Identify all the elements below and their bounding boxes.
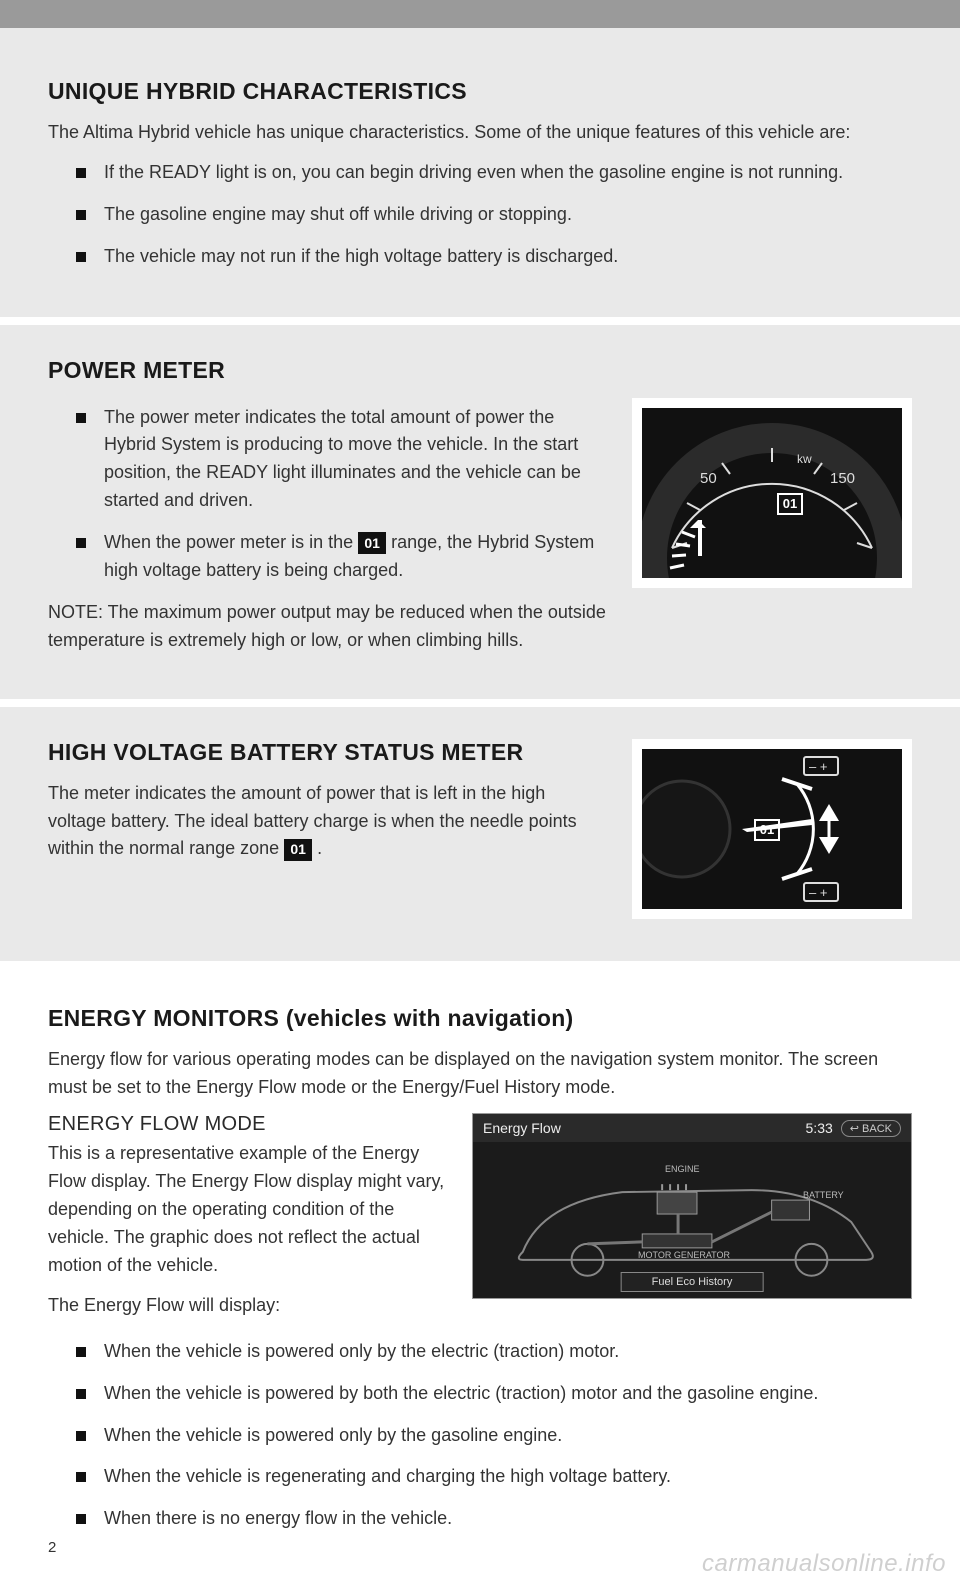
nav-title: Energy Flow xyxy=(483,1120,561,1136)
text-fragment: . xyxy=(317,838,322,858)
list-item: When the vehicle is powered only by the … xyxy=(76,1422,912,1450)
section-title: UNIQUE HYBRID CHARACTERISTICS xyxy=(48,78,912,105)
bullet-list: If the READY light is on, you can begin … xyxy=(76,159,912,271)
bullet-list: When the vehicle is powered only by the … xyxy=(76,1338,912,1533)
text-fragment: When the power meter is in the xyxy=(104,532,358,552)
note-text: NOTE: The maximum power output may be re… xyxy=(48,599,608,655)
list-item: The gasoline engine may shut off while d… xyxy=(76,201,912,229)
divider xyxy=(0,699,960,707)
list-item: If the READY light is on, you can begin … xyxy=(76,159,912,187)
nav-back-button: ↩ BACK xyxy=(841,1120,901,1137)
list-item: When the vehicle is powered by both the … xyxy=(76,1380,912,1408)
gauge-callout-01: 01 xyxy=(777,493,803,515)
intro-text: The Altima Hybrid vehicle has unique cha… xyxy=(48,119,912,147)
section-title: POWER METER xyxy=(48,357,912,384)
svg-text:– +: – + xyxy=(809,885,827,900)
svg-text:50: 50 xyxy=(700,470,717,487)
power-meter-figure: 50 150 kw 01 xyxy=(632,398,912,588)
section-title: HIGH VOLTAGE BATTERY STATUS METER xyxy=(48,739,608,766)
callout-01: 01 xyxy=(284,839,312,861)
nav-engine-label: ENGINE xyxy=(665,1164,700,1174)
body-text: This is a representative example of the … xyxy=(48,1140,448,1279)
svg-text:150: 150 xyxy=(830,470,855,487)
energy-flow-figure: Energy Flow 5:33 ↩ BACK xyxy=(472,1113,912,1299)
nav-battery-label: BATTERY xyxy=(803,1190,844,1200)
bullet-list: The power meter indicates the total amou… xyxy=(76,404,608,585)
top-bar xyxy=(0,0,960,28)
list-item: When the power meter is in the 01 range,… xyxy=(76,529,608,585)
nav-motor-label: MOTOR GENERATOR xyxy=(638,1250,730,1260)
section-power-meter: POWER METER The power meter indicates th… xyxy=(0,325,960,699)
nav-time: 5:33 xyxy=(806,1120,833,1136)
section-unique-hybrid: UNIQUE HYBRID CHARACTERISTICS The Altima… xyxy=(0,28,960,317)
watermark: carmanualsonline.info xyxy=(702,1550,946,1578)
section-battery-status: HIGH VOLTAGE BATTERY STATUS METER The me… xyxy=(0,707,960,961)
divider xyxy=(0,317,960,325)
svg-text:kw: kw xyxy=(797,452,812,466)
callout-01: 01 xyxy=(358,532,386,554)
svg-text:– +: – + xyxy=(809,759,827,774)
section-title: ENERGY MONITORS (vehicles with navigatio… xyxy=(48,1005,912,1032)
subheading: ENERGY FLOW MODE xyxy=(48,1113,448,1136)
section-energy-monitors: ENERGY MONITORS (vehicles with navigatio… xyxy=(0,961,960,1580)
battery-meter-figure: – + – + 01 xyxy=(632,739,912,919)
body-text: The meter indicates the amount of power … xyxy=(48,780,608,864)
intro-text: Energy flow for various operating modes … xyxy=(48,1046,912,1102)
list-item: The power meter indicates the total amou… xyxy=(76,404,608,516)
page-number: 2 xyxy=(48,1539,56,1556)
list-item: The vehicle may not run if the high volt… xyxy=(76,243,912,271)
gauge-callout-01: 01 xyxy=(754,819,780,841)
nav-fuel-eco-button: Fuel Eco History xyxy=(621,1272,764,1292)
text-fragment: The meter indicates the amount of power … xyxy=(48,783,577,859)
list-item: When there is no energy flow in the vehi… xyxy=(76,1505,912,1533)
lead-text: The Energy Flow will display: xyxy=(48,1292,448,1320)
list-item: When the vehicle is powered only by the … xyxy=(76,1338,912,1366)
list-item: When the vehicle is regenerating and cha… xyxy=(76,1463,912,1491)
